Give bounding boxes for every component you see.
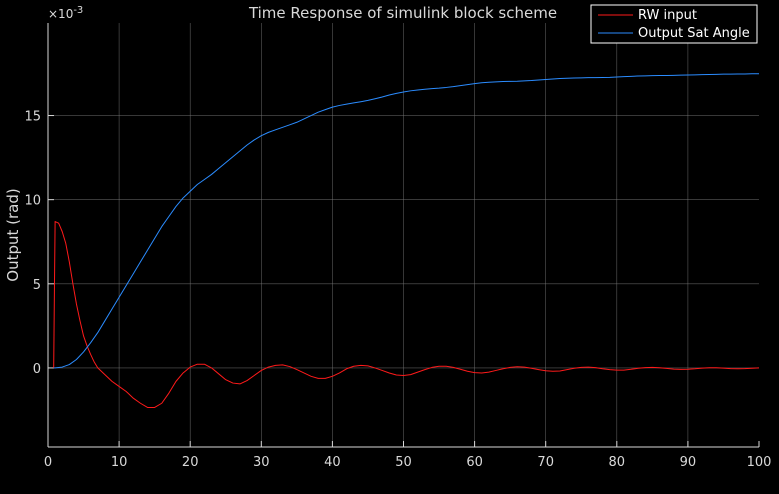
x-tick-label: 0 [44, 455, 52, 470]
tick-labels: 0 10 20 30 40 50 60 70 80 90 100 0 5 10 15 [24, 110, 771, 470]
x-tick-label: 20 [182, 455, 199, 470]
y-tick-label: 10 [24, 194, 41, 209]
x-tick-label: 100 [747, 455, 772, 470]
chart-title: Time Response of simulink block scheme [248, 4, 557, 22]
series-line-rw-input [53, 221, 760, 408]
legend-entry-output-sat-angle: Output Sat Angle [638, 26, 750, 41]
y-tick-label: 0 [33, 362, 41, 377]
x-tick-label: 70 [537, 455, 554, 470]
y-axis-label: Output (rad) [4, 188, 22, 281]
x-tick-label: 50 [395, 455, 412, 470]
y-tick-label: 5 [33, 278, 41, 293]
y-exponent-base: ×10 [48, 7, 73, 21]
x-tick-label: 30 [253, 455, 270, 470]
series-lines [53, 73, 760, 408]
series-line-output-sat-angle [53, 73, 759, 369]
y-tick-label: 15 [24, 110, 41, 125]
x-tick-label: 60 [466, 455, 483, 470]
x-tick-label: 80 [609, 455, 626, 470]
legend-entry-rw-input: RW input [638, 8, 697, 23]
x-tick-label: 10 [111, 455, 128, 470]
legend-box [590, 4, 758, 44]
y-exponent-power: -3 [73, 5, 83, 16]
x-tick-label: 90 [680, 455, 697, 470]
y-exponent-label: ×10-3 [48, 5, 83, 21]
legend: RW input Output Sat Angle [590, 4, 758, 44]
axes [47, 23, 760, 448]
x-tick-label: 40 [324, 455, 341, 470]
